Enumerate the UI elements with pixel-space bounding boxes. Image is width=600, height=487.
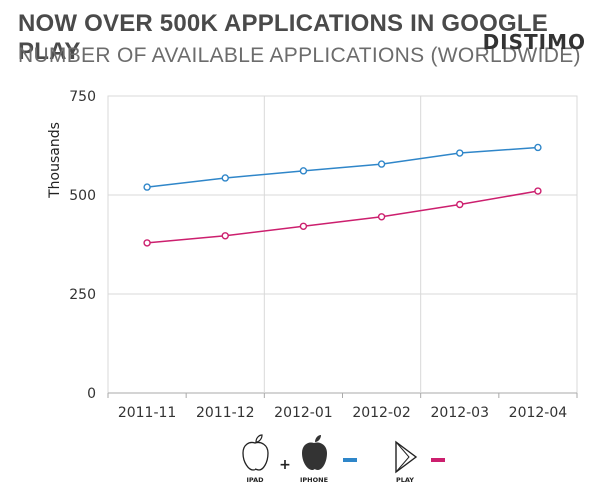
data-point-play [299, 222, 308, 230]
ipad-legend-label: IPAD [246, 476, 264, 484]
iphone-legend-label: IPHONE [300, 476, 328, 484]
x-tick-label: 2012-03 [431, 405, 490, 421]
series-line-play [147, 190, 539, 244]
y-tick-label: 750 [69, 89, 96, 105]
ios-legend-swatch [343, 458, 357, 462]
data-point-play [221, 232, 229, 240]
play-triangle-icon [395, 440, 418, 474]
y-tick-label: 250 [69, 287, 96, 303]
data-point-ios [534, 143, 542, 152]
play-legend-label: PLAY [396, 476, 414, 484]
chart-title: NOW OVER 500K APPLICATIONS IN GOOGLE PLA… [18, 10, 548, 65]
x-tick-label: 2012-02 [352, 405, 411, 421]
grid-lines [107, 95, 578, 398]
x-tick-labels: 2011-11 2011-12 2012-01 2012-02 2012-03 2012-… [118, 405, 567, 421]
distimo-logo: DISTIMO [482, 30, 586, 54]
x-tick-label: 2012-04 [509, 405, 568, 421]
x-tick-label: 2011-12 [196, 405, 255, 421]
plot-frame [107, 95, 578, 394]
y-axis-label: Thousands [47, 122, 63, 199]
y-tick-label: 500 [69, 188, 96, 204]
apple-outline-icon [242, 434, 269, 471]
play-legend-swatch [431, 458, 445, 462]
x-tick-label: 2011-11 [118, 405, 177, 421]
series-line-ios [146, 146, 538, 188]
legend-plus: + [279, 457, 291, 473]
data-point-play [534, 187, 542, 195]
x-tick-label: 2012-01 [274, 405, 333, 421]
data-point-ios [377, 160, 386, 168]
chart-subtitle: NUMBER OF AVAILABLE APPLICATIONS (WORLDW… [18, 44, 581, 67]
legend: IPAD + IPHONE PLAY [242, 434, 445, 484]
data-point-play [456, 200, 464, 209]
y-tick-label: 0 [87, 386, 96, 402]
series-lines [143, 143, 542, 247]
y-tick-labels: 0 250 500 750 [69, 89, 96, 402]
apple-filled-icon [302, 435, 327, 470]
data-point-play [377, 213, 386, 221]
data-point-ios [143, 183, 151, 191]
data-point-play [143, 239, 151, 247]
data-point-ios [456, 149, 464, 157]
data-point-ios [221, 174, 229, 182]
data-point-ios [299, 167, 308, 175]
